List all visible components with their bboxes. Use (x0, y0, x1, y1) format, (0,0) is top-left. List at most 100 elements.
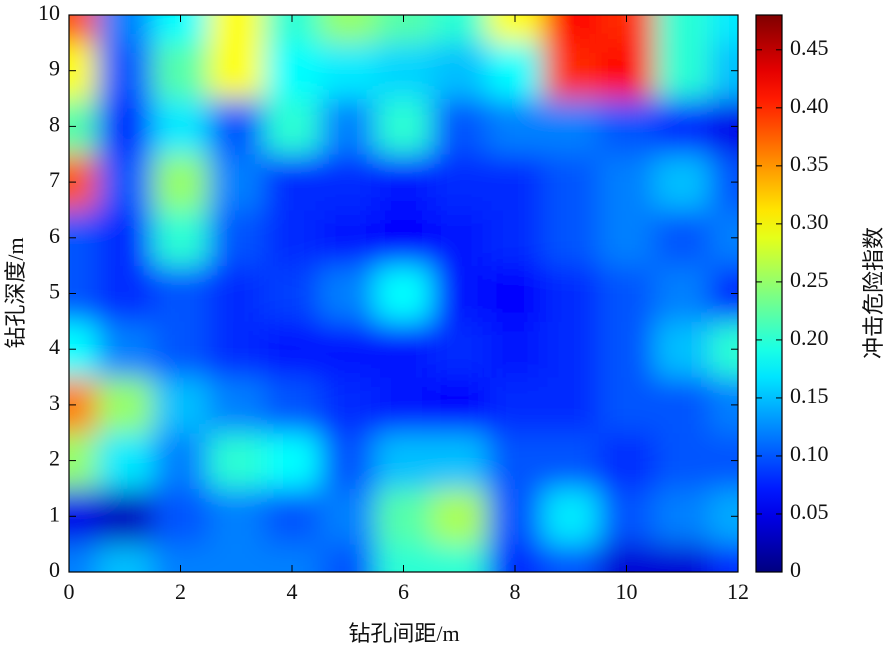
y-tick-label: 2 (49, 446, 60, 471)
colorbar-tick-label: 0.10 (790, 441, 829, 466)
cell (96, 98, 154, 155)
cell (319, 377, 377, 434)
x-tick-label: 4 (287, 579, 298, 604)
cell (375, 98, 432, 155)
y-tick-label: 7 (49, 167, 60, 192)
colorbar-label: 冲击危险指数 (861, 227, 886, 359)
cell (96, 321, 154, 378)
colorbar-tick-label: 0 (790, 557, 801, 582)
y-tick-label: 8 (49, 111, 60, 136)
cell (375, 265, 432, 322)
cell (431, 98, 488, 155)
cell (96, 544, 154, 572)
cell (264, 209, 321, 267)
cell (542, 154, 600, 211)
cell (152, 377, 209, 434)
cell (431, 42, 488, 100)
cell (152, 321, 209, 378)
contour-field (69, 15, 738, 572)
colorbar-tick-label: 0.35 (790, 151, 829, 176)
cell (654, 15, 711, 44)
cell (319, 15, 377, 44)
cell (654, 377, 711, 434)
cell (431, 544, 488, 572)
cell (598, 209, 655, 267)
cell (208, 544, 265, 572)
cell (375, 154, 432, 211)
x-tick-label: 10 (616, 579, 638, 604)
y-tick-label: 5 (49, 279, 60, 304)
cell (431, 377, 488, 434)
cell (208, 98, 265, 155)
x-tick-label: 12 (727, 579, 749, 604)
cell (654, 265, 711, 322)
cell (654, 42, 711, 100)
cell (96, 377, 154, 434)
cells (69, 15, 738, 572)
y-tick-label: 4 (49, 334, 60, 359)
cell (96, 265, 154, 322)
cell (542, 488, 600, 545)
y-tick-label: 6 (49, 223, 60, 248)
cell (375, 488, 432, 545)
cell (208, 209, 265, 267)
cell (264, 265, 321, 322)
cell (96, 432, 154, 489)
colorbar-tick-label: 0.25 (790, 267, 829, 292)
cell (542, 544, 600, 572)
x-tick-label: 6 (398, 579, 409, 604)
cell (542, 432, 600, 489)
cell (96, 42, 154, 100)
cell (487, 42, 544, 100)
cell (598, 321, 655, 378)
cell (487, 209, 544, 267)
cell (375, 377, 432, 434)
colorbar-tick-label: 0.15 (790, 383, 829, 408)
cell (598, 377, 655, 434)
cell (264, 98, 321, 155)
cell (431, 488, 488, 545)
y-tick-label: 1 (49, 501, 60, 526)
cell (431, 15, 488, 44)
colorbar-tick-label: 0.30 (790, 209, 829, 234)
cell (208, 377, 265, 434)
cell (542, 98, 600, 155)
cell (96, 15, 154, 44)
cell (710, 544, 738, 572)
cell (598, 154, 655, 211)
cell (208, 321, 265, 378)
colorbar (755, 14, 783, 573)
cell (69, 544, 98, 572)
cell (208, 42, 265, 100)
cell (654, 544, 711, 572)
cell (319, 154, 377, 211)
cell (152, 488, 209, 545)
cell (319, 98, 377, 155)
cell (152, 42, 209, 100)
cell (208, 15, 265, 44)
cell (264, 432, 321, 489)
cell (96, 209, 154, 267)
cell (542, 265, 600, 322)
cell (152, 265, 209, 322)
cell (654, 154, 711, 211)
x-axis-label: 钻孔间距/m (348, 621, 459, 646)
cell (319, 432, 377, 489)
cell (654, 98, 711, 155)
cell (152, 154, 209, 211)
cell (319, 209, 377, 267)
y-tick-label: 10 (38, 0, 60, 25)
cell (487, 321, 544, 378)
cell (96, 488, 154, 545)
cell (319, 321, 377, 378)
cell (319, 42, 377, 100)
cell (487, 432, 544, 489)
cell (487, 377, 544, 434)
y-tick-label: 0 (49, 557, 60, 582)
cell (69, 15, 98, 44)
cell (598, 42, 655, 100)
cell (152, 432, 209, 489)
cell (431, 321, 488, 378)
cell (542, 209, 600, 267)
